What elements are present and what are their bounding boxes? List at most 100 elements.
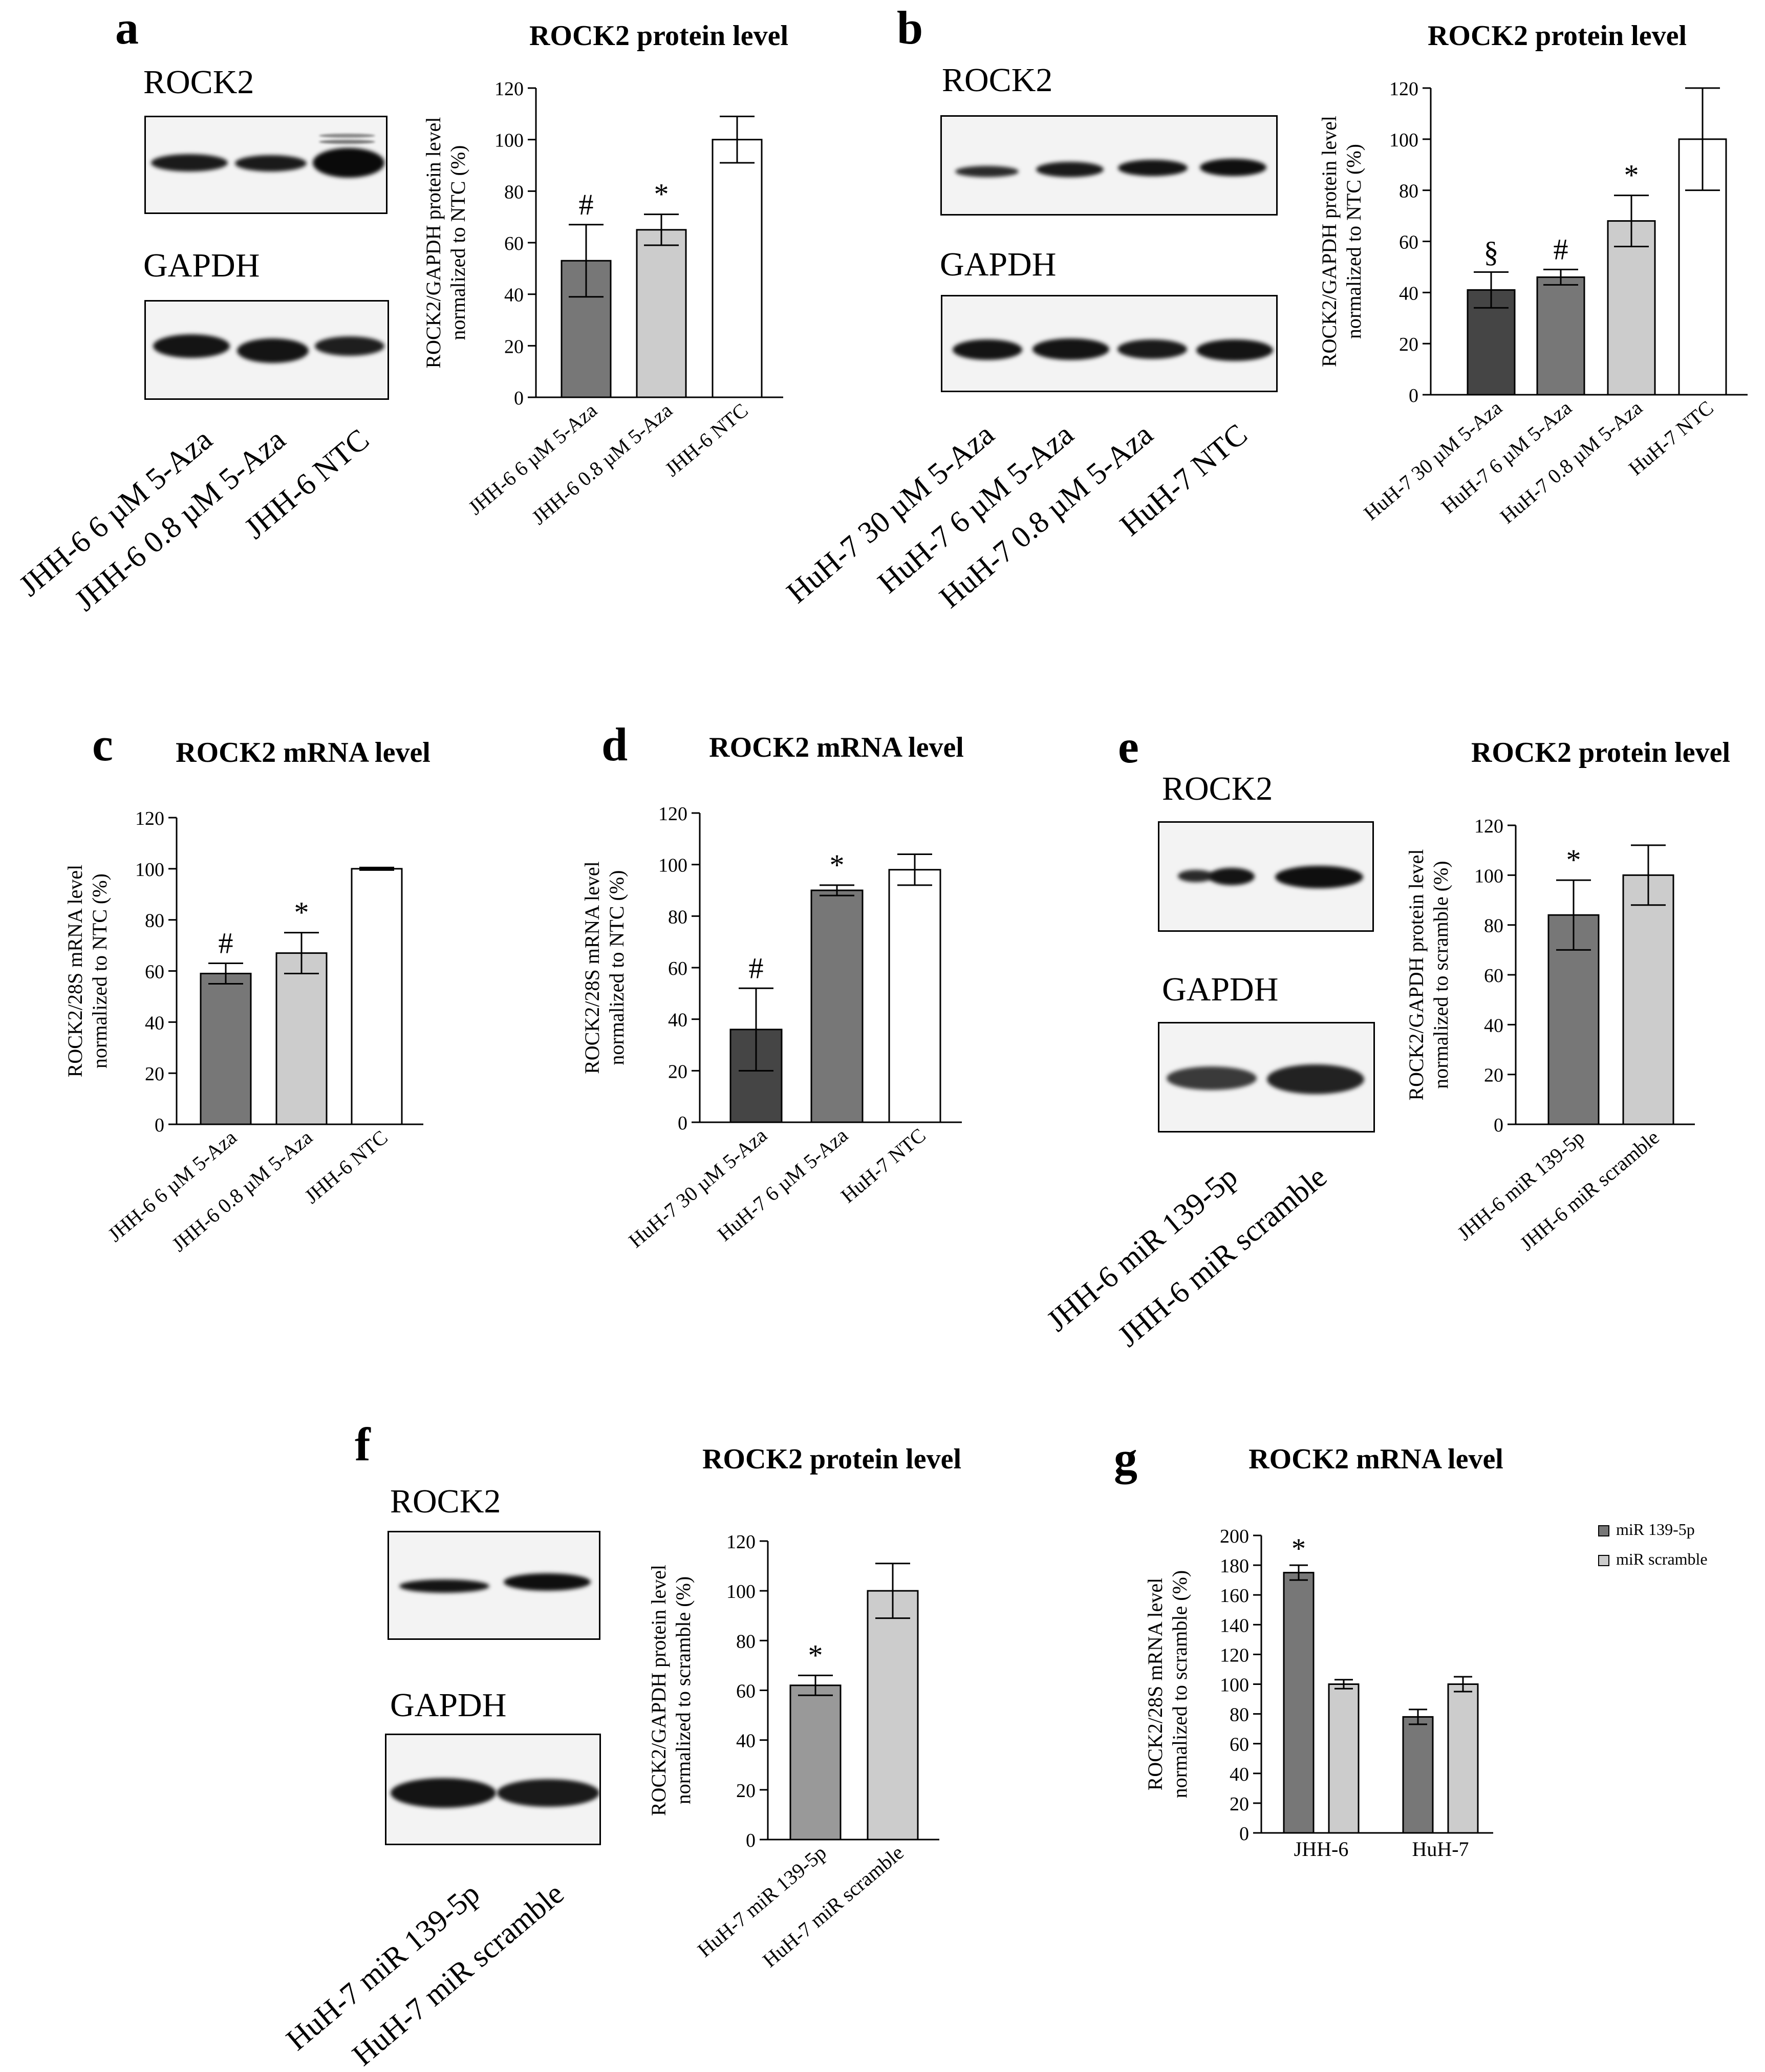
y-axis-label-c-0: ROCK2/28S mRNA level [63,865,87,1078]
blot-label-rock2-f: ROCK2 [390,1483,501,1520]
y-tick-label-c-0: 0 [155,1115,164,1136]
western-blot-rock2-f [388,1531,600,1640]
y-tick-label-g-0: 0 [1239,1823,1249,1845]
significance-c-0: # [219,927,233,960]
y-tick-label-g-100: 100 [1220,1675,1249,1696]
panel-letter-d: d [601,718,628,771]
significance-d-0: # [749,951,764,985]
panel-letter-g: g [1114,1432,1137,1484]
y-tick-label-e-0: 0 [1494,1115,1503,1136]
y-tick-label-a-120: 120 [494,78,524,100]
y-tick-label-b-0: 0 [1409,385,1418,407]
western-blot-gapdh-f [385,1734,601,1845]
y-tick-label-d-40: 40 [668,1010,687,1031]
bar-a-1 [636,229,687,398]
western-blot-rock2-a [144,116,388,214]
y-tick-label-e-120: 120 [1474,816,1503,837]
blot-label-rock2-a: ROCK2 [143,63,254,101]
y-tick-label-c-60: 60 [145,962,164,983]
bar-d-2 [888,869,941,1123]
chart-title-g: ROCK2 mRNA level [1249,1443,1503,1475]
chart-title-b: ROCK2 protein level [1428,20,1687,52]
y-tick-label-c-100: 100 [135,859,164,881]
western-blot-rock2-e [1158,821,1374,932]
y-tick-label-f-80: 80 [736,1631,756,1652]
y-tick-label-b-80: 80 [1399,181,1418,202]
chart-title-f: ROCK2 protein level [702,1443,961,1475]
y-tick-label-d-20: 20 [668,1061,687,1082]
significance-f-0: * [808,1638,823,1672]
panel-letter-c: c [92,718,113,771]
significance-b-1: # [1554,232,1568,266]
y-tick-label-b-120: 120 [1389,78,1418,100]
chart-title-a: ROCK2 protein level [529,20,788,52]
y-axis-label-d-0: ROCK2/28S mRNA level [580,861,604,1074]
bar-e-1 [1622,874,1674,1125]
x-tick-label-c-2: JHH-6 NTC [300,1125,392,1208]
y-tick-label-a-80: 80 [504,181,524,203]
y-tick-label-f-20: 20 [736,1780,756,1802]
chart-title-d: ROCK2 mRNA level [709,732,964,763]
y-tick-label-g-200: 200 [1220,1526,1249,1547]
y-tick-label-e-40: 40 [1484,1015,1503,1036]
bar-c-0 [200,972,252,1125]
y-tick-label-f-0: 0 [746,1830,756,1851]
x-tick-label-b-1: HuH-7 6 µM 5-Aza [1437,396,1576,518]
y-tick-label-e-20: 20 [1484,1065,1503,1086]
western-blot-rock2-b [940,115,1278,216]
y-tick-label-d-120: 120 [658,803,687,825]
bar-g-0-1 [1402,1716,1434,1834]
y-axis-label-b-1: normalized to NTC (%) [1342,144,1365,339]
y-tick-label-f-40: 40 [736,1731,756,1752]
significance-g-0-0: * [1292,1533,1306,1565]
y-tick-label-e-60: 60 [1484,965,1503,987]
bar-f-1 [867,1590,919,1841]
bar-b-1 [1536,276,1585,396]
y-tick-label-d-80: 80 [668,906,687,928]
bar-c-2 [351,868,403,1125]
panel-letter-f: f [355,1418,371,1470]
x-tick-label-c-0: JHH-6 6 µM 5-Aza [103,1125,241,1246]
bar-g-1-1 [1447,1683,1479,1834]
y-tick-label-a-20: 20 [504,336,524,357]
bar-c-1 [275,952,328,1125]
y-axis-label-e-1: normalized to scramble (%) [1429,861,1452,1088]
legend-label-g-0: miR 139-5p [1616,1520,1695,1539]
y-axis-label-d-1: normalized to NTC (%) [605,870,628,1065]
y-tick-label-f-60: 60 [736,1681,756,1702]
x-tick-label-a-0: JHH-6 6 µM 5-Aza [464,398,601,519]
bar-f-0 [789,1684,842,1841]
blot-label-rock2-b: ROCK2 [942,61,1053,99]
panel-letter-e: e [1118,720,1139,773]
legend-swatch-g-1 [1598,1555,1609,1566]
y-tick-label-a-40: 40 [504,285,524,306]
x-tick-label-d-1: HuH-7 6 µM 5-Aza [713,1123,852,1246]
y-axis-label-g-1: normalized to scramble (%) [1168,1570,1191,1798]
y-tick-label-f-120: 120 [726,1531,756,1553]
significance-a-1: * [654,178,669,211]
y-tick-label-g-80: 80 [1230,1704,1249,1726]
y-tick-label-g-160: 160 [1220,1585,1249,1607]
western-blot-gapdh-e [1158,1022,1375,1133]
x-tick-label-e-0: JHH-6 miR 139-5p [1453,1125,1589,1245]
x-tick-label-a-2: JHH-6 NTC [660,398,752,481]
bar-b-2 [1607,220,1656,396]
y-tick-label-c-80: 80 [145,910,164,932]
y-tick-label-d-0: 0 [678,1113,687,1134]
y-axis-label-a-0: ROCK2/GAPDH protein level [422,117,445,368]
y-tick-label-c-120: 120 [135,808,164,829]
x-tick-label-e-1: JHH-6 miR scramble [1515,1125,1663,1255]
significance-c-1: * [294,896,309,929]
y-tick-label-e-100: 100 [1474,865,1503,887]
bar-g-1-0 [1328,1683,1360,1834]
bar-a-2 [712,139,763,398]
y-tick-label-g-40: 40 [1230,1764,1249,1785]
bar-g-0-0 [1283,1572,1315,1834]
x-tick-label-g-1: HuH-7 [1412,1838,1469,1861]
significance-b-0: § [1484,235,1499,268]
y-axis-label-f-0: ROCK2/GAPDH protein level [647,1565,670,1816]
significance-b-2: * [1624,159,1639,192]
y-axis-label-b-0: ROCK2/GAPDH protein level [1318,116,1341,367]
blot-label-gapdh-f: GAPDH [390,1686,507,1724]
